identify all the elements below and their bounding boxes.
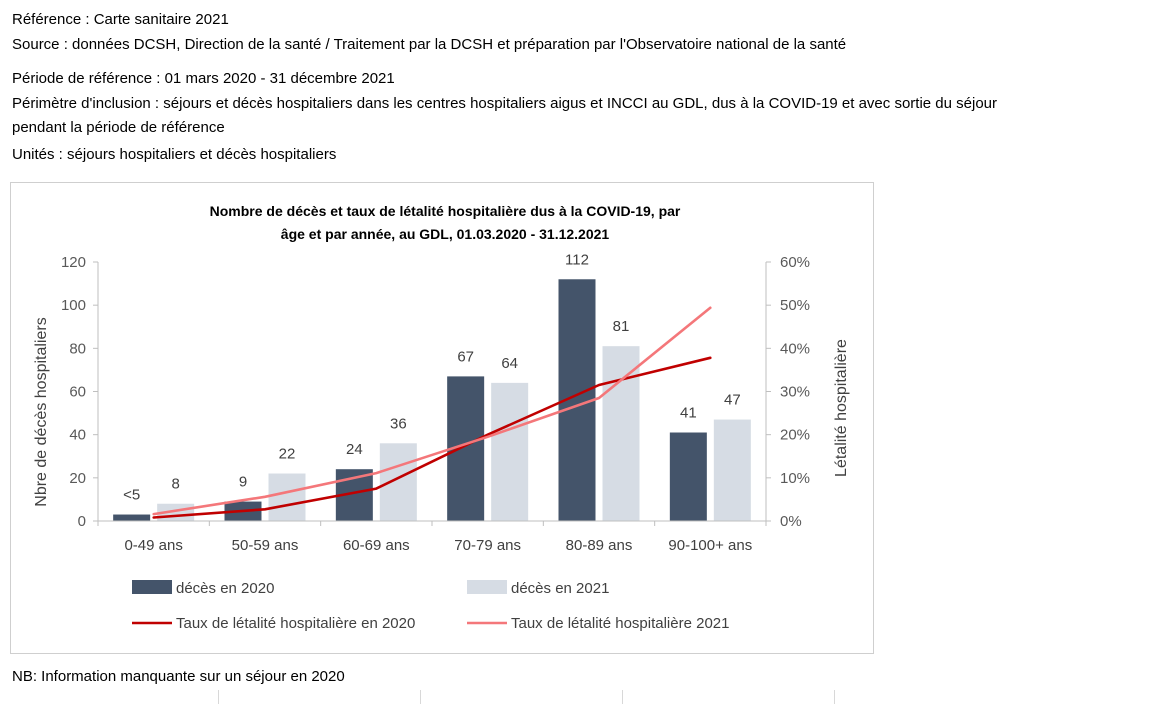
bar-2021 [268, 473, 306, 521]
data-label: <5 [123, 487, 140, 504]
x-tick-label: 80-89 ans [566, 537, 633, 554]
y-tick-label: 0 [78, 513, 86, 530]
reference-line: Référence : Carte sanitaire 2021 [12, 11, 229, 28]
lines-group [152, 306, 712, 519]
period-line: Période de référence : 01 mars 2020 - 31… [12, 70, 395, 87]
data-label: 67 [457, 348, 474, 365]
sheet-gridline [622, 690, 623, 704]
y-tick-label: 20 [69, 470, 86, 487]
bar-2021 [379, 443, 417, 521]
y2-tick-label: 40% [780, 340, 810, 357]
data-label: 22 [279, 446, 296, 463]
y2-tick-label: 0% [780, 513, 802, 530]
data-label: 81 [613, 318, 630, 335]
units-line: Unités : séjours hospitaliers et décès h… [12, 146, 337, 163]
legend-label-2020-line: Taux de létalité hospitalière en 2020 [176, 615, 415, 632]
source-line: Source : données DCSH, Direction de la s… [12, 36, 847, 53]
x-tick-label: 90-100+ ans [668, 537, 752, 554]
data-label: 47 [724, 392, 741, 409]
line-2020 [152, 356, 712, 519]
legend: décès en 2020 décès en 2021 Taux de léta… [132, 580, 729, 632]
data-labels-group: <5 9 24 67 112 41 8 22 36 64 81 47 [123, 251, 741, 503]
chart-title-line-1: Nombre de décès et taux de létalité hosp… [209, 203, 681, 219]
bar-2021 [713, 419, 751, 521]
y2-tick-label: 30% [780, 384, 810, 401]
y2-tick-label: 60% [780, 254, 810, 271]
y2-tick-label: 50% [780, 297, 810, 314]
y-tick-label: 40 [69, 427, 86, 444]
bars-group [113, 279, 751, 521]
sheet-gridline [218, 690, 219, 704]
x-tick-label: 0-49 ans [124, 537, 182, 554]
legend-label-2021-line: Taux de létalité hospitalière 2021 [511, 615, 729, 632]
chart-frame [10, 182, 874, 654]
footnote: NB: Information manquante sur un séjour … [12, 668, 345, 685]
legend-label-2020-bar: décès en 2020 [176, 580, 274, 597]
ticks-group: 0 20 40 60 80 100 120 0% 10% 20% 30% 40% 50% 60% 0-49 … [61, 254, 810, 554]
x-tick-label: 70-79 ans [454, 537, 521, 554]
data-label: 36 [390, 415, 407, 432]
data-label: 9 [239, 474, 247, 491]
bar-2020 [669, 432, 707, 521]
chart-title: Nombre de décès et taux de létalité hosp… [150, 200, 740, 246]
y-tick-label: 100 [61, 297, 86, 314]
legend-label-2021-bar: décès en 2021 [511, 580, 609, 597]
sheet-gridline [834, 690, 835, 704]
y-tick-label: 80 [69, 340, 86, 357]
data-label: 41 [680, 405, 697, 422]
legend-swatch-2020-bar [132, 580, 172, 594]
y-axis-right-title: Létalité hospitalière [833, 339, 850, 477]
line-2021 [152, 306, 712, 516]
bar-2021 [602, 346, 640, 521]
y-tick-label: 120 [61, 254, 86, 271]
legend-swatch-2021-bar [467, 580, 507, 594]
y-tick-label: 60 [69, 384, 86, 401]
data-label: 8 [171, 476, 179, 493]
chart-title-line-2: âge et par année, au GDL, 01.03.2020 - 3… [280, 226, 610, 242]
bar-2020 [113, 514, 151, 521]
data-label: 112 [565, 251, 589, 268]
sheet-gridline [420, 690, 421, 704]
y-axis-left-title: Nbre de décès hospitaliers [33, 317, 50, 506]
axes-group [97, 262, 767, 522]
y2-tick-label: 10% [780, 470, 810, 487]
y2-tick-label: 20% [780, 427, 810, 444]
x-tick-label: 50-59 ans [232, 537, 299, 554]
x-tick-label: 60-69 ans [343, 537, 410, 554]
bar-2021 [491, 382, 529, 521]
scope-line: Périmètre d'inclusion : séjours et décès… [12, 95, 997, 136]
data-label: 24 [346, 441, 363, 458]
data-label: 64 [501, 355, 518, 372]
